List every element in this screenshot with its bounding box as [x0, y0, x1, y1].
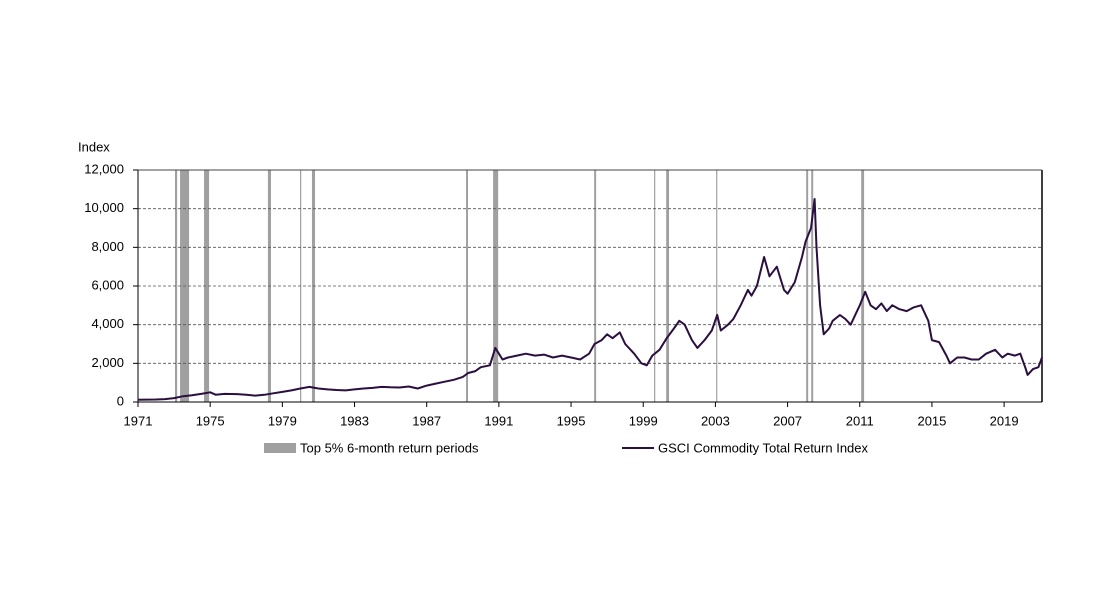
y-tick-label: 0	[117, 393, 124, 408]
legend-swatch	[264, 443, 296, 453]
x-tick-label: 2015	[917, 413, 946, 428]
x-tick-label: 1975	[196, 413, 225, 428]
shaded-period	[806, 170, 809, 402]
shaded-period	[204, 170, 210, 402]
x-tick-label: 2003	[701, 413, 730, 428]
x-tick-label: 2007	[773, 413, 802, 428]
y-tick-label: 12,000	[84, 161, 124, 176]
y-tick-label: 4,000	[91, 316, 124, 331]
x-tick-label: 1979	[268, 413, 297, 428]
shaded-period	[716, 170, 718, 402]
y-tick-label: 2,000	[91, 355, 124, 370]
shaded-period	[811, 170, 814, 402]
y-tick-label: 8,000	[91, 239, 124, 254]
shaded-period	[861, 170, 865, 402]
legend-label: GSCI Commodity Total Return Index	[658, 440, 869, 455]
y-tick-label: 10,000	[84, 200, 124, 215]
y-axis-label: Index	[78, 139, 110, 154]
series-line	[137, 198, 1043, 401]
x-tick-label: 1999	[629, 413, 658, 428]
x-tick-label: 1991	[484, 413, 513, 428]
x-tick-label: 1987	[412, 413, 441, 428]
shaded-period	[174, 170, 178, 402]
shaded-period	[666, 170, 670, 402]
x-tick-label: 1983	[340, 413, 369, 428]
x-tick-label: 2019	[990, 413, 1019, 428]
x-tick-label: 2011	[846, 413, 874, 428]
x-tick-label: 1995	[557, 413, 586, 428]
legend-label: Top 5% 6-month return periods	[300, 440, 479, 455]
shaded-period	[466, 170, 469, 402]
x-tick-label: 1971	[124, 413, 153, 428]
y-tick-label: 6,000	[91, 277, 124, 292]
